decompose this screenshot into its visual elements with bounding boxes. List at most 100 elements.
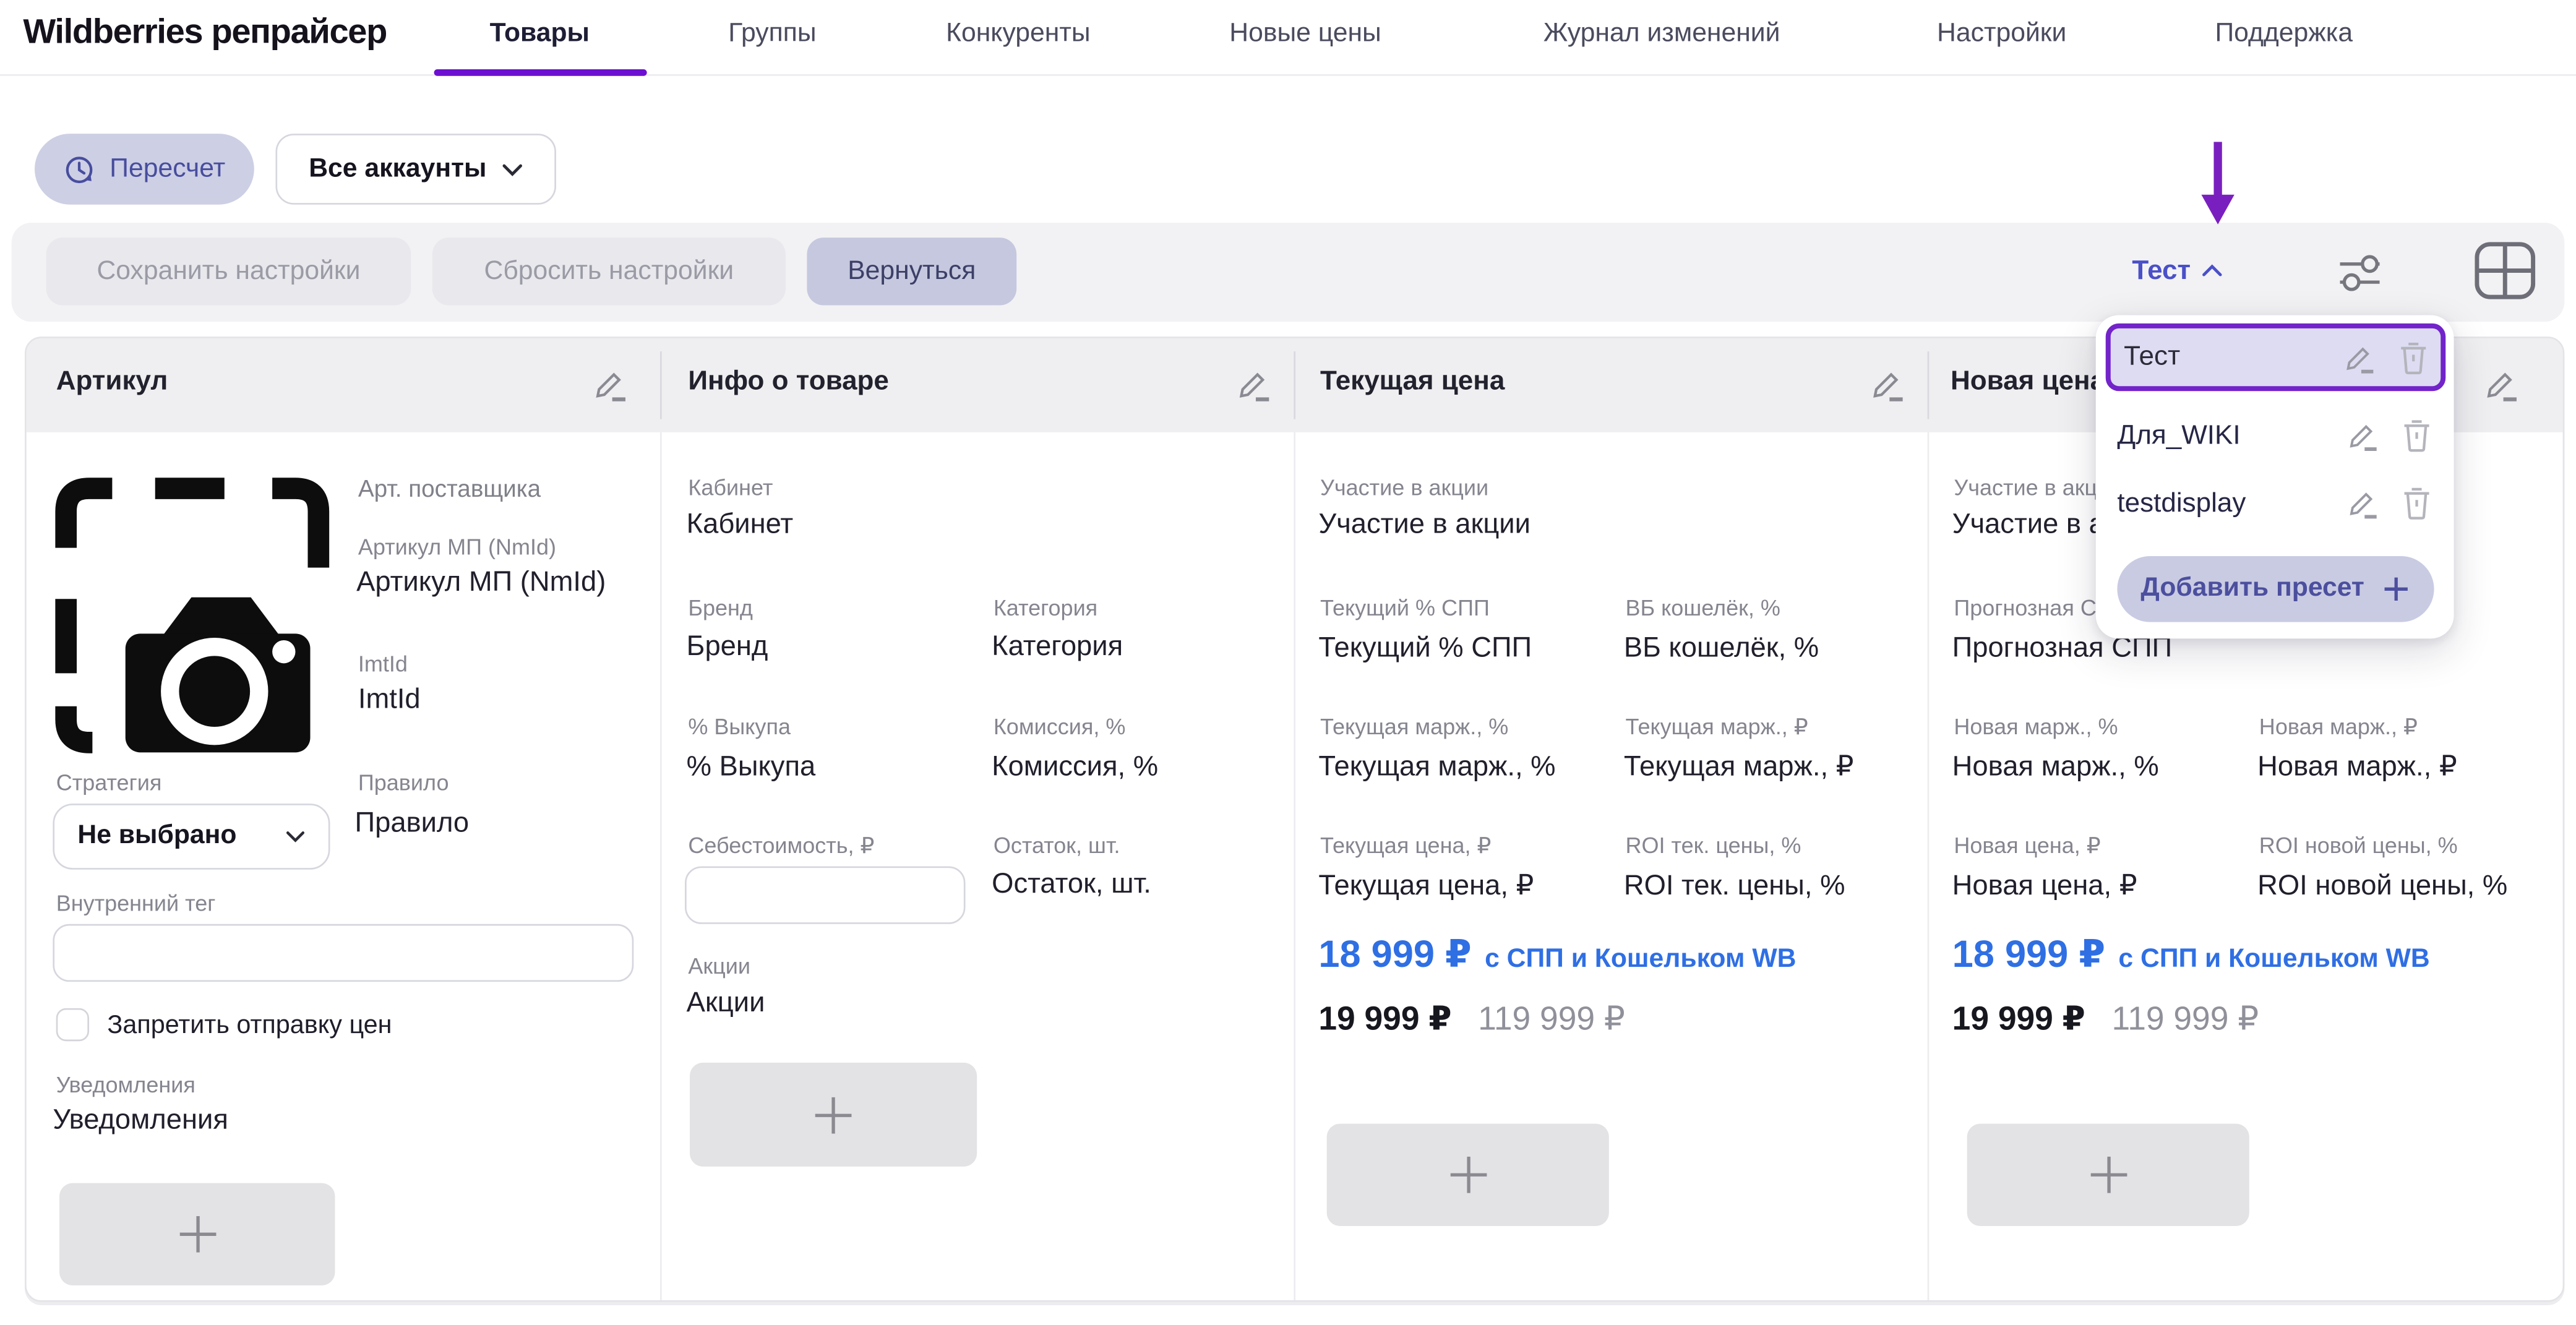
clock-icon: [64, 153, 97, 186]
chevron-up-icon: [2202, 264, 2224, 277]
new-margin-rub-value: Новая марж., ₽: [2257, 750, 2457, 783]
commission-value: Комиссия, %: [992, 750, 1159, 783]
edit-column-current-price-icon[interactable]: [1870, 365, 1906, 405]
delete-preset-icon[interactable]: [2403, 419, 2431, 452]
current-price-base: 19 999 ₽: [1318, 1001, 1452, 1038]
back-button[interactable]: Вернуться: [807, 238, 1017, 306]
preset-dropdown-menu: Тест Для_WIKI testdisp: [2095, 315, 2454, 639]
current-price-column: Участие в акции Участие в акции Текущий …: [1294, 432, 1927, 1302]
mp-article-label: Артикул МП (NmId): [358, 534, 557, 560]
tab-settings[interactable]: Настройки: [1937, 20, 2067, 48]
preset-dropdown-trigger[interactable]: Тест: [2132, 247, 2223, 294]
new-promo-participation-label: Участие в акции: [1954, 475, 2123, 500]
add-preset-button[interactable]: Добавить пресет: [2117, 555, 2434, 622]
strategy-select-value: Не выбрано: [77, 821, 237, 850]
accounts-dropdown[interactable]: Все аккаунты: [275, 134, 556, 205]
current-price-base-row: 19 999 ₽ 119 999 ₽: [1318, 998, 1625, 1040]
edit-column-article-icon[interactable]: [593, 365, 629, 405]
cabinet-label: Кабинет: [688, 475, 773, 500]
new-price-add-button[interactable]: [1967, 1123, 2249, 1226]
tab-new-prices[interactable]: Новые цены: [1229, 20, 1381, 48]
wb-wallet-label: ВБ кошелёк, %: [1625, 595, 1780, 620]
save-settings-button[interactable]: Сохранить настройки: [46, 238, 411, 306]
new-margin-pct-label: Новая марж., %: [1954, 714, 2118, 740]
internal-tag-input[interactable]: [53, 924, 634, 982]
delete-preset-icon[interactable]: [2403, 487, 2431, 520]
hint-arrow-icon: [2195, 140, 2241, 226]
new-price-before-discount: 119 999 ₽: [2111, 1001, 2259, 1038]
current-price-spp: 18 999 ₽: [1318, 932, 1472, 976]
column-header-new-price: Новая цена: [1950, 366, 2106, 397]
category-label: Категория: [993, 595, 1098, 620]
preset-item-wiki[interactable]: Для_WIKI: [2117, 408, 2431, 464]
new-margin-rub-label: Новая марж., ₽: [2259, 714, 2418, 740]
tab-products[interactable]: Товары: [489, 20, 590, 48]
promos-value: Акции: [686, 987, 765, 1018]
active-tab-underline: [434, 69, 647, 76]
buyout-value: % Выкупа: [686, 750, 816, 783]
product-image-placeholder: [53, 475, 332, 755]
notifications-value: Уведомления: [53, 1104, 228, 1136]
mp-article-value: Артикул МП (NmId): [356, 565, 606, 598]
tab-change-log[interactable]: Журнал изменений: [1543, 20, 1780, 48]
preset-item-test[interactable]: Тест: [2105, 323, 2446, 392]
info-column: Кабинет Кабинет Бренд Бренд Категория Ка…: [660, 432, 1294, 1302]
reset-settings-button[interactable]: Сбросить настройки: [432, 238, 786, 306]
recalc-button[interactable]: Пересчет: [35, 134, 254, 205]
current-margin-rub-label: Текущая марж., ₽: [1625, 714, 1808, 740]
new-price-spp: 18 999 ₽: [1952, 932, 2106, 976]
column-divider: [1294, 432, 1295, 1300]
preset-item-label: Для_WIKI: [2117, 419, 2241, 450]
edit-preset-icon[interactable]: [2343, 339, 2376, 375]
stock-label: Остаток, шт.: [993, 833, 1120, 859]
column-divider: [1927, 432, 1930, 1300]
edit-preset-icon[interactable]: [2346, 418, 2379, 454]
new-price-value: Новая цена, ₽: [1952, 869, 2137, 901]
delete-preset-icon[interactable]: [2400, 341, 2428, 374]
new-roi-label: ROI новой цены, %: [2259, 833, 2458, 859]
internal-tag-label: Внутренний тег: [56, 891, 216, 916]
tab-competitors[interactable]: Конкуренты: [946, 20, 1091, 48]
stock-value: Остаток, шт.: [992, 868, 1151, 899]
cost-input[interactable]: [685, 866, 966, 924]
new-price-label: Новая цена, ₽: [1954, 833, 2101, 859]
info-add-button[interactable]: [690, 1062, 977, 1167]
recalc-label: Пересчет: [109, 154, 226, 182]
tab-support[interactable]: Поддержка: [2215, 20, 2353, 48]
chevron-down-icon: [501, 163, 523, 176]
edit-preset-icon[interactable]: [2346, 485, 2379, 521]
current-roi-value: ROI тек. цены, %: [1623, 869, 1845, 901]
edit-column-new-price-icon[interactable]: [2484, 365, 2520, 405]
column-divider: [660, 432, 662, 1300]
filters-sliders-icon[interactable]: [2337, 251, 2386, 293]
column-header-article: Артикул: [56, 366, 168, 397]
forbid-prices-label: Запретить отправку цен: [107, 1011, 392, 1040]
add-preset-label: Добавить пресет: [2140, 574, 2364, 602]
new-roi-value: ROI новой цены, %: [2257, 869, 2508, 901]
current-roi-label: ROI тек. цены, %: [1625, 833, 1801, 859]
preset-trigger-label: Тест: [2132, 255, 2191, 285]
rule-label: Правило: [358, 770, 449, 795]
commission-label: Комиссия, %: [993, 714, 1126, 740]
cost-label: Себестоимость, ₽: [688, 833, 875, 859]
edit-column-info-icon[interactable]: [1236, 365, 1273, 405]
article-add-button[interactable]: [59, 1183, 335, 1285]
forbid-prices-checkbox[interactable]: [56, 1008, 90, 1042]
promos-label: Акции: [688, 953, 751, 979]
new-price-base-row: 19 999 ₽ 119 999 ₽: [1952, 998, 2259, 1040]
grid-view-icon[interactable]: [2474, 241, 2536, 300]
notifications-label: Уведомления: [56, 1072, 195, 1097]
chevron-down-icon: [285, 830, 305, 843]
accounts-label: Все аккаунты: [309, 154, 487, 182]
tab-groups[interactable]: Группы: [728, 20, 817, 48]
preset-item-testdisplay[interactable]: testdisplay: [2117, 475, 2431, 531]
current-price-add-button[interactable]: [1326, 1123, 1609, 1226]
current-price-spp-note: с СПП и Кошельком WB: [1485, 945, 1797, 974]
strategy-label: Стратегия: [56, 770, 162, 795]
strategy-select[interactable]: Не выбрано: [53, 804, 330, 870]
new-price-spp-row: 18 999 ₽ с СПП и Кошельком WB: [1952, 932, 2430, 977]
preset-item-label: Тест: [2124, 341, 2181, 372]
app-logo: Wildberries репрайсер: [23, 13, 387, 51]
promo-participation-value: Участие в акции: [1318, 508, 1531, 540]
new-price-column: Участие в акции Участие в акции Прогнозн…: [1928, 432, 2566, 1302]
